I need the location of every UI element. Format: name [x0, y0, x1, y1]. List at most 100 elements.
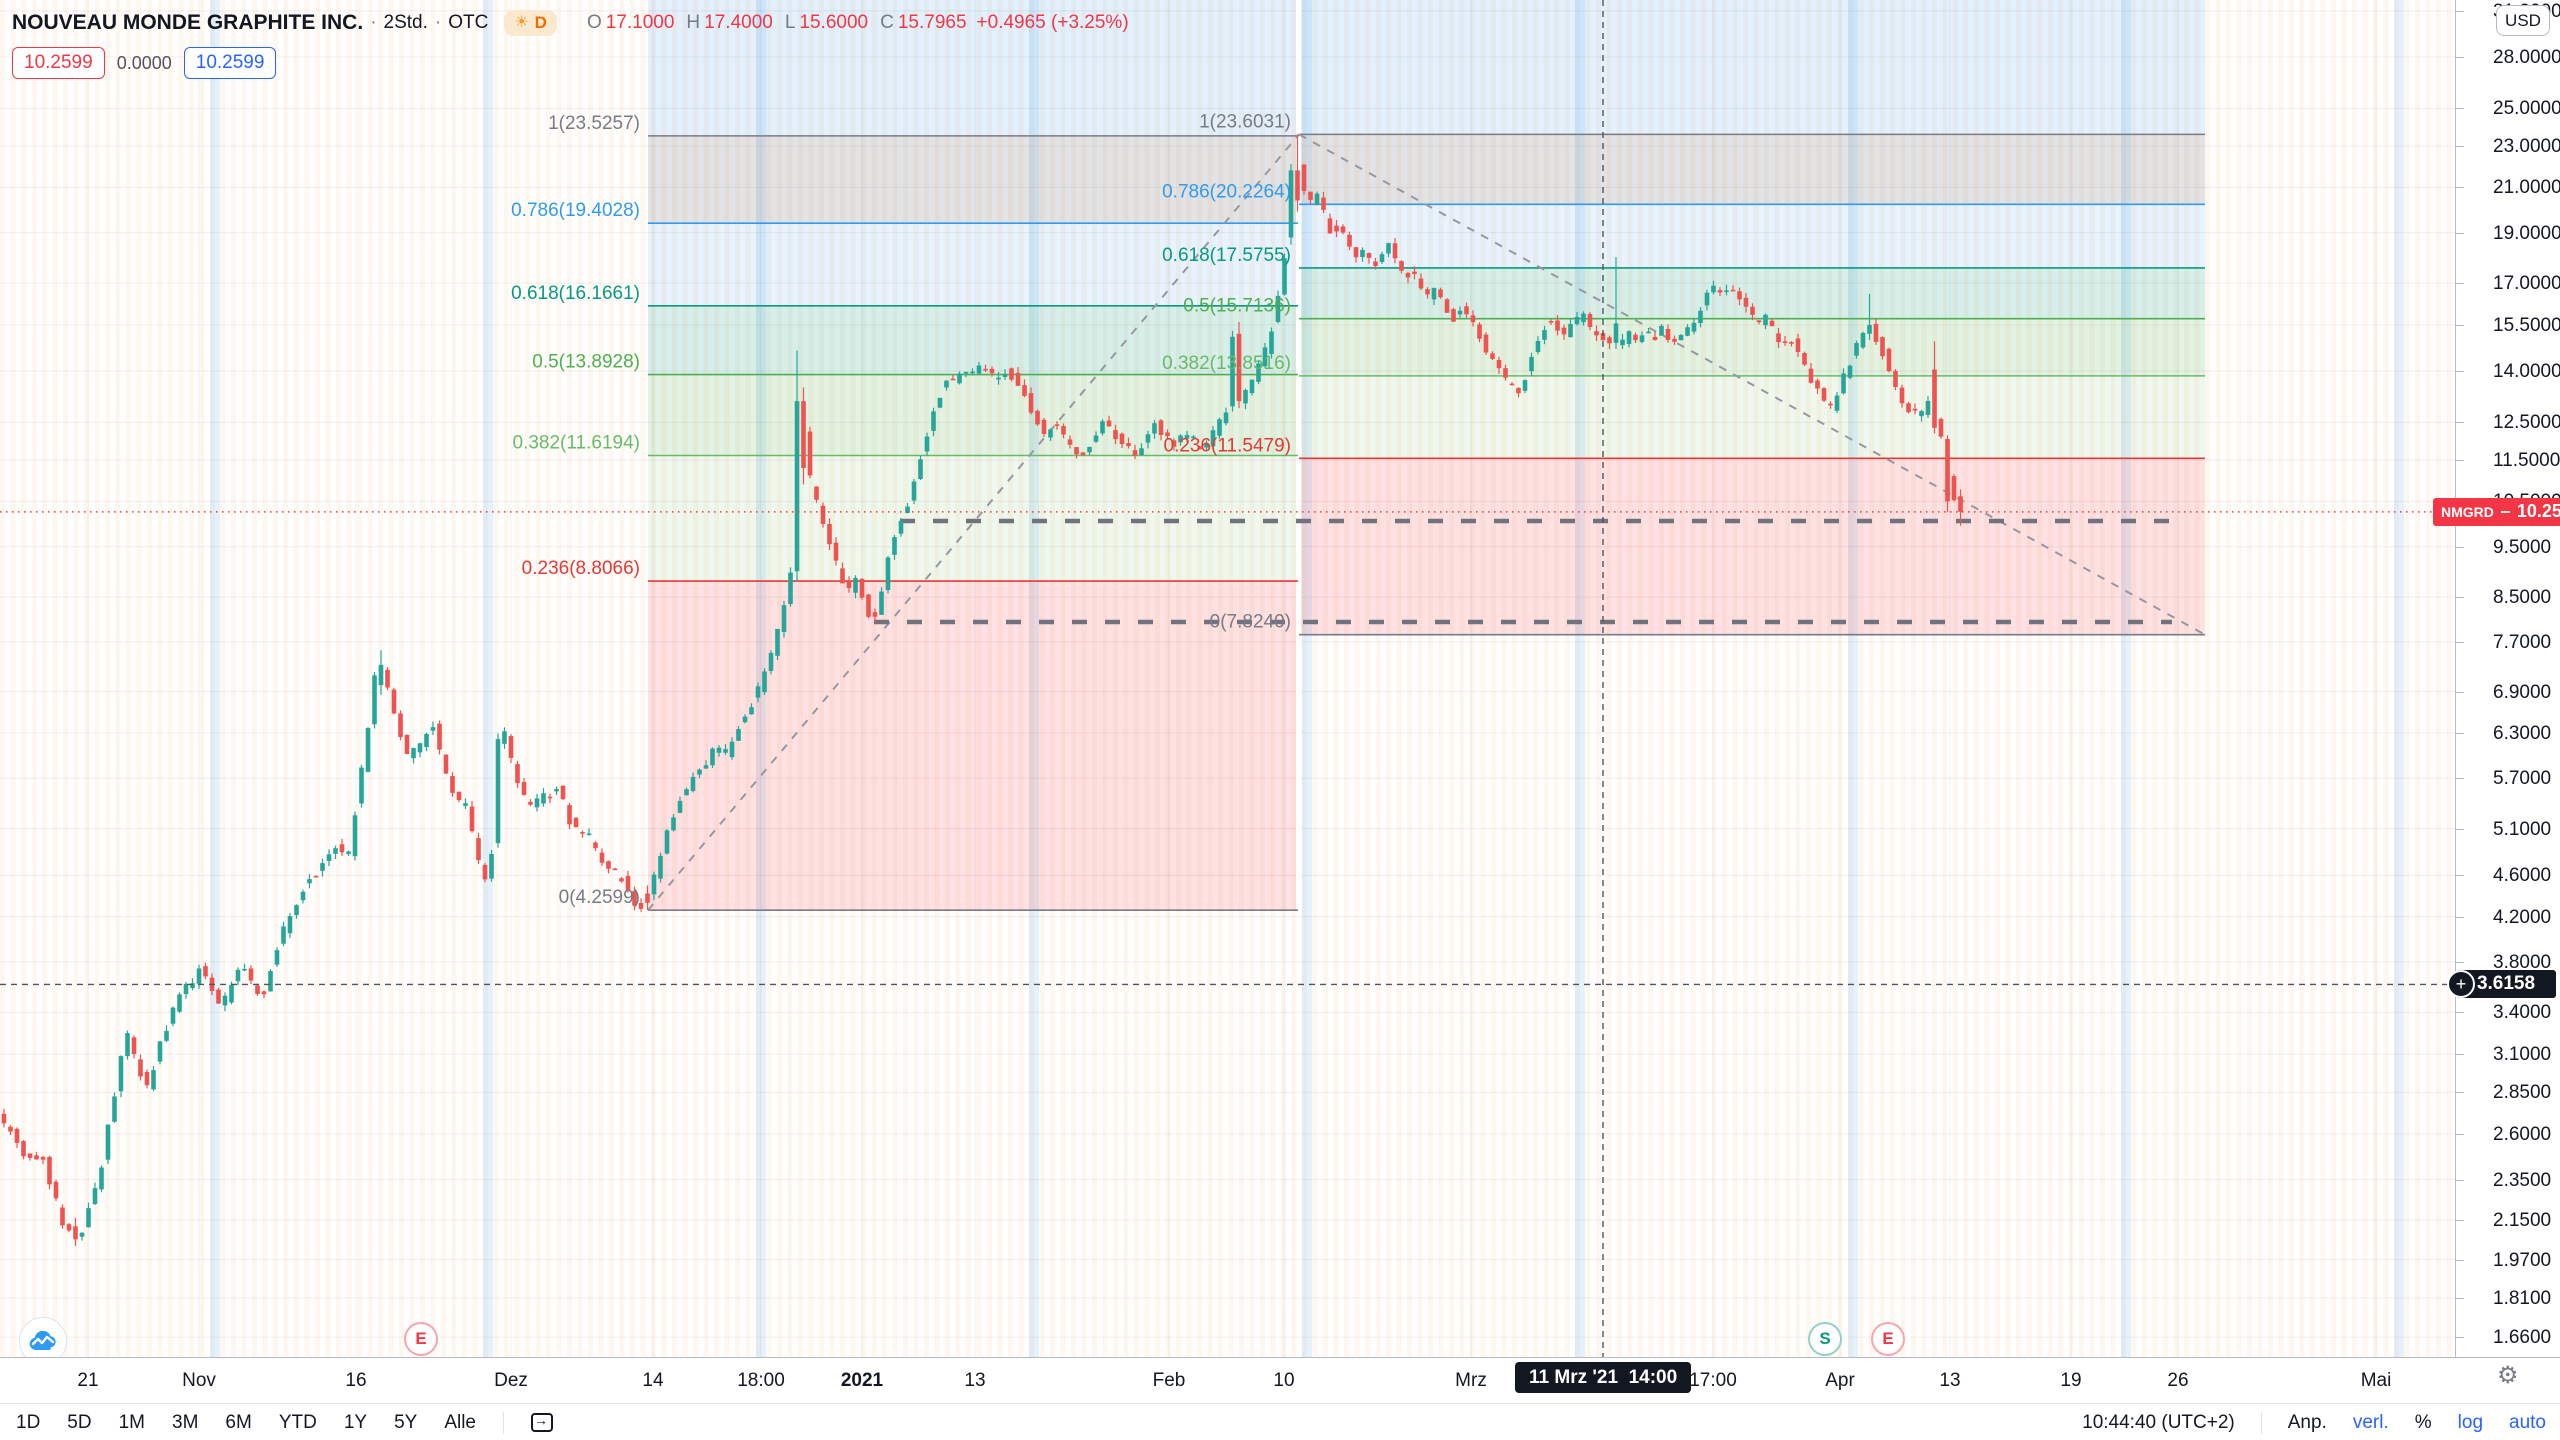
time-tick-label: 14 [642, 1370, 664, 1391]
low-value: 15.6000 [799, 12, 869, 33]
time-axis[interactable]: 11 Mrz '21 14:00 ⚙ 21 Nov 16 Dez 14 18:00 2021… [0, 1357, 2560, 1404]
high-label: H [686, 12, 701, 33]
price-tick-label: 2.3500 [2493, 1169, 2552, 1191]
chart-legend: NOUVEAU MONDE GRAPHITE INC. · 2Std. · OT… [12, 8, 1129, 79]
currency-button[interactable]: USD [2496, 5, 2550, 36]
time-tick-label: Nov [182, 1370, 216, 1391]
exchange-label: OTC [448, 12, 489, 33]
price-tick-label: 4.6000 [2493, 865, 2552, 887]
gear-icon[interactable]: ⚙ [2497, 1362, 2519, 1389]
range-1m[interactable]: 1M [118, 1411, 145, 1433]
time-tick-label: Apr [1825, 1370, 1855, 1391]
price-tick-label: 23.0000 [2493, 136, 2560, 158]
open-label: O [586, 12, 602, 33]
add-alert-plus-icon[interactable]: + [2447, 970, 2475, 999]
session-interval-chip[interactable]: ☀ D [504, 10, 557, 36]
fib-label: 0.382(13.8516) [1162, 353, 1291, 374]
range-3m[interactable]: 3M [172, 1411, 199, 1433]
range-all[interactable]: Alle [444, 1411, 476, 1433]
last-price-value: 10.2599 [2516, 501, 2560, 522]
time-tick-label: 18:00 [737, 1370, 785, 1391]
crosshair-date-badge: 11 Mrz '21 14:00 [1515, 1362, 1692, 1393]
price-tick-label: 2.1500 [2493, 1209, 2552, 1231]
go-to-date-icon[interactable] [531, 1412, 553, 1432]
price-tick-label: 25.0000 [2493, 98, 2560, 120]
earnings-marker[interactable]: E [1871, 1322, 1905, 1356]
price-tick-label: 8.5000 [2493, 587, 2552, 609]
price-tick-label: 6.3000 [2493, 722, 2552, 744]
price-tick-mark [2456, 916, 2464, 918]
scale-settings: 10:44:40 (UTC+2) Anp. verl. % log auto [2082, 1411, 2546, 1434]
price-tick-mark [2456, 691, 2464, 693]
range-6m[interactable]: 6M [225, 1411, 252, 1433]
price-tick-mark [2456, 146, 2464, 148]
fib-lines [648, 133, 2205, 911]
sun-icon: ☀ [514, 14, 529, 31]
crosshair-price-badge: 3.6158 [2456, 970, 2556, 999]
cloud-chart-icon [29, 1331, 56, 1351]
price-tick-mark [2456, 1012, 2464, 1014]
time-tick-label: 13 [1939, 1370, 1961, 1391]
earnings-marker[interactable]: E [404, 1322, 438, 1356]
badge-dash [2500, 510, 2510, 513]
price-tick-label: 7.7000 [2493, 631, 2552, 653]
fib-label: 0.236(11.5479) [1164, 435, 1291, 456]
price-tick-mark [2456, 187, 2464, 189]
candles-layer [1, 134, 1963, 1246]
price-tick-mark [2456, 828, 2464, 830]
price-tick-mark [2456, 1297, 2464, 1299]
percent-scale-toggle[interactable]: % [2414, 1411, 2432, 1433]
range-5y[interactable]: 5Y [394, 1411, 418, 1433]
symbol-title-row: NOUVEAU MONDE GRAPHITE INC. · 2Std. · OT… [12, 8, 1129, 38]
price-tick-label: 19.0000 [2493, 222, 2560, 244]
split-marker[interactable]: S [1808, 1322, 1842, 1356]
price-tick-label: 2.6000 [2493, 1123, 2552, 1145]
price-tick-mark [2456, 1092, 2464, 1094]
time-tick-label: 19 [2060, 1370, 2082, 1391]
price-tick-label: 28.0000 [2493, 46, 2560, 68]
price-tick-mark [2456, 875, 2464, 877]
title-separator: · [370, 12, 377, 33]
range-1y[interactable]: 1Y [343, 1411, 368, 1433]
high-value: 17.4000 [704, 12, 773, 33]
interval-label[interactable]: 2Std. [383, 12, 428, 33]
split-marker-letter: S [1819, 1329, 1831, 1348]
price-tick-mark [2456, 283, 2464, 285]
price-tick-mark [2456, 10, 2464, 12]
fib-label: 0.618(17.5755) [1162, 245, 1291, 266]
price-tick-mark [2456, 732, 2464, 734]
fib-retracements [648, 0, 2205, 911]
extended-hours-toggle[interactable]: verl. [2352, 1411, 2389, 1433]
price-tick-mark [2456, 597, 2464, 599]
close-label: C [880, 12, 894, 33]
fib-labels: 1(23.5257) 0.786(19.4028) 0.618(16.1661) 0.… [511, 111, 1291, 908]
price-tick-mark [2456, 108, 2464, 110]
chart-plot-area[interactable]: 1(23.5257) 0.786(19.4028) 0.618(16.1661) 0.… [0, 0, 2455, 1357]
time-tick-label: 21 [77, 1370, 99, 1391]
auto-scale-toggle[interactable]: auto [2509, 1411, 2546, 1433]
range-ytd[interactable]: YTD [278, 1411, 317, 1433]
range-1d[interactable]: 1D [16, 1411, 41, 1433]
log-scale-toggle[interactable]: log [2457, 1411, 2484, 1433]
price-tick-mark [2456, 232, 2464, 234]
price-tick-label: 5.1000 [2493, 818, 2552, 840]
price-tick-mark [2456, 422, 2464, 424]
time-tick-label: Mai [2360, 1370, 2392, 1391]
range-5d[interactable]: 5D [67, 1411, 92, 1433]
price-tick-mark [2456, 1179, 2464, 1181]
range-value-blue: 10.2599 [183, 47, 277, 79]
price-axis[interactable]: USD 31.000028.000025.000023.000021.00001… [2455, 0, 2560, 1357]
price-tick-label: 4.2000 [2493, 906, 2552, 928]
daily-badge: D [534, 13, 547, 32]
price-tick-mark [2456, 56, 2464, 58]
earnings-marker-letter: E [1882, 1329, 1894, 1348]
price-tick-label: 17.0000 [2493, 273, 2560, 295]
symbol-title[interactable]: NOUVEAU MONDE GRAPHITE INC. [12, 11, 364, 34]
candlestick-chart[interactable]: 1(23.5257) 0.786(19.4028) 0.618(16.1661) 0.… [0, 0, 2455, 1357]
price-tick-label: 11.5000 [2493, 450, 2560, 472]
adjust-toggle[interactable]: Anp. [2287, 1411, 2327, 1433]
price-tick-label: 3.8000 [2493, 951, 2552, 973]
price-tick-label: 21.0000 [2493, 177, 2560, 199]
price-tick-label: 9.5000 [2493, 536, 2552, 558]
price-tick-mark [2456, 546, 2464, 548]
